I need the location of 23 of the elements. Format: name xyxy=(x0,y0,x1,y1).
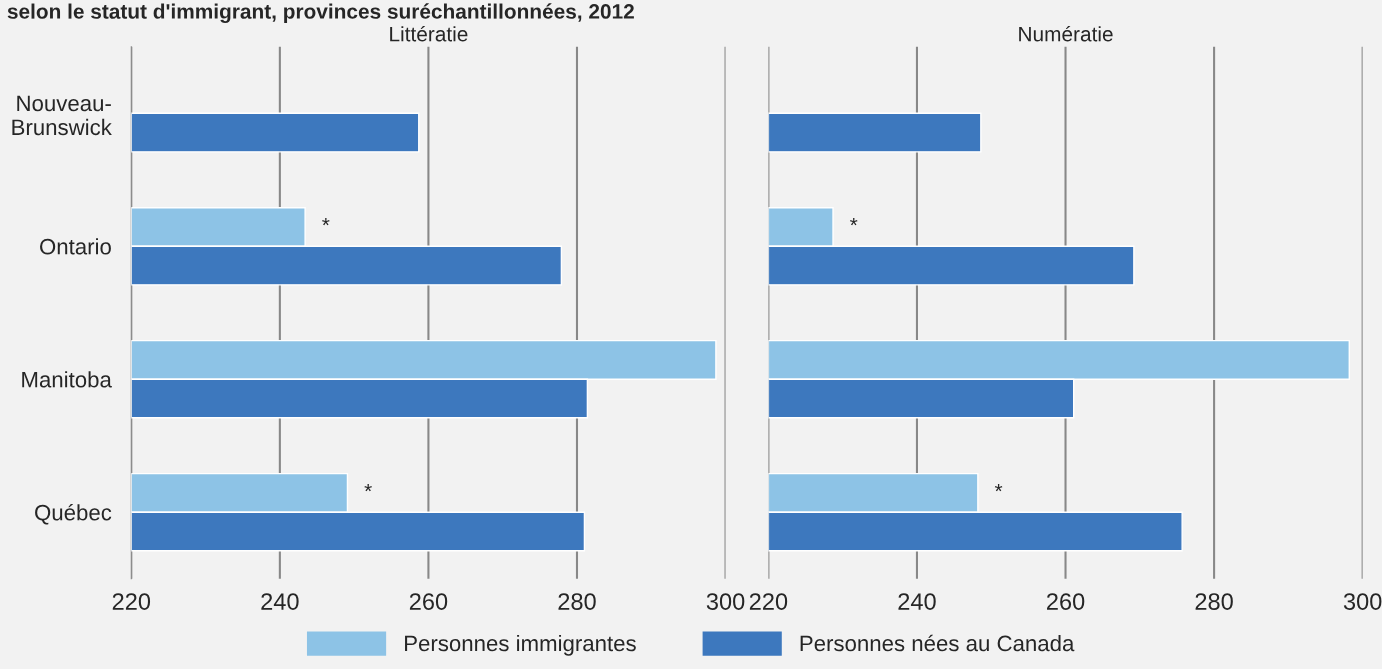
x-tick-label: 220 xyxy=(749,593,788,610)
chart-title: Littératie xyxy=(390,25,468,42)
y-tick-label: Manitoba xyxy=(22,371,112,388)
x-tick-label: 260 xyxy=(409,593,448,610)
legend-label: Personnes nées au Canada xyxy=(800,634,1075,652)
annotation: * xyxy=(322,218,330,226)
x-tick-label: 240 xyxy=(261,593,299,610)
y-tick-label: Nouveau- Brunswick xyxy=(12,95,112,136)
x-tick-label: 220 xyxy=(112,593,151,610)
x-tick-label: 280 xyxy=(558,593,596,610)
x-tick-label: 260 xyxy=(1047,593,1085,610)
legend-label: Personnes immigrantes xyxy=(405,634,636,656)
x-tick-label: 280 xyxy=(1195,593,1233,610)
y-tick-label: Québec xyxy=(35,503,112,525)
y-tick-label: Ontario xyxy=(40,238,111,255)
x-tick-label: 300 xyxy=(1343,593,1382,610)
x-tick-label: 300 xyxy=(706,593,745,610)
annotation: * xyxy=(850,218,858,226)
chart-title: Numératie xyxy=(1019,25,1113,42)
x-tick-label: 240 xyxy=(898,593,936,610)
annotation: * xyxy=(364,483,372,492)
annotation: * xyxy=(994,483,1003,492)
text: selon le statut d'immigrant, provinces suréchantillonnées, 2012 xyxy=(7,3,634,24)
